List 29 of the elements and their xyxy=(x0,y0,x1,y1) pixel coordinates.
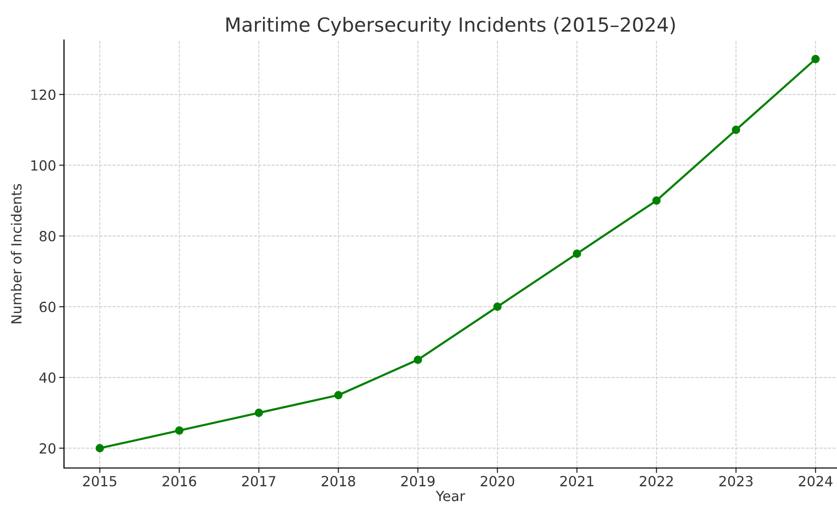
y-tick-label: 40 xyxy=(39,372,56,383)
y-tick-label: 80 xyxy=(40,230,56,242)
point xyxy=(493,302,502,311)
y-tick-label: 60 xyxy=(40,302,56,312)
point xyxy=(96,444,104,452)
chart-title: Maritime Cybersecurity Incidents (2015–2024) xyxy=(226,16,675,36)
x-tick-label: 2023 xyxy=(719,476,753,486)
y-tick-label: 20 xyxy=(40,443,56,454)
x-tick-label: 2016 xyxy=(162,476,196,486)
y-tick-label: 120 xyxy=(31,89,56,100)
point xyxy=(254,408,264,417)
point xyxy=(652,196,661,205)
point xyxy=(334,390,343,400)
x-tick-label: 2022 xyxy=(640,476,673,486)
x-axis-title: Year xyxy=(436,490,466,502)
point xyxy=(414,356,422,364)
x-tick-label: 2015 xyxy=(83,476,116,486)
x-tick-label: 2018 xyxy=(322,476,356,486)
y-axis-title: Number of Incidents xyxy=(10,184,22,324)
x-tick-label: 2020 xyxy=(480,476,514,486)
x-tick-label: 2019 xyxy=(401,476,435,486)
point xyxy=(175,426,184,435)
x-tick-label: 2017 xyxy=(242,476,276,486)
y-tick-label: 100 xyxy=(31,160,56,171)
x-tick-label: 2021 xyxy=(560,476,594,486)
point xyxy=(572,249,582,258)
point xyxy=(732,126,740,134)
x-tick-label: 2024 xyxy=(798,476,832,486)
point xyxy=(811,54,820,64)
